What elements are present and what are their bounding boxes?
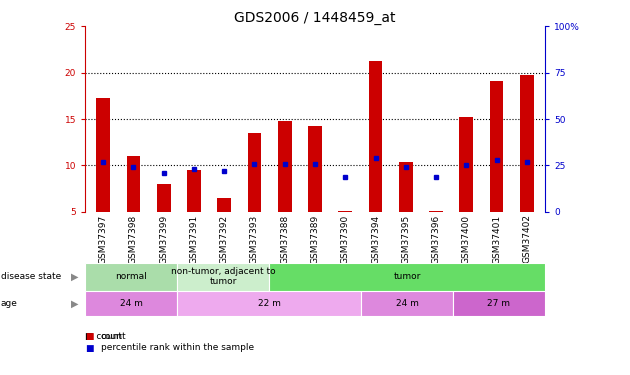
- Text: ▶: ▶: [71, 272, 79, 282]
- Bar: [399, 162, 413, 212]
- Text: 24 m: 24 m: [120, 299, 142, 308]
- Bar: [187, 170, 201, 212]
- Bar: [85, 262, 177, 291]
- Bar: [490, 81, 503, 212]
- Text: GSM37402: GSM37402: [522, 214, 531, 263]
- Bar: [361, 291, 453, 316]
- Text: normal: normal: [115, 272, 147, 281]
- Bar: [520, 75, 534, 212]
- Text: GSM37390: GSM37390: [341, 214, 350, 264]
- Text: GSM37401: GSM37401: [492, 214, 501, 264]
- Text: GSM37389: GSM37389: [311, 214, 319, 264]
- Bar: [96, 98, 110, 212]
- Bar: [369, 61, 382, 212]
- Text: GSM37392: GSM37392: [220, 214, 229, 264]
- Bar: [308, 126, 322, 212]
- Bar: [177, 262, 269, 291]
- Bar: [459, 117, 473, 212]
- Text: GSM37396: GSM37396: [432, 214, 440, 264]
- Text: GSM37397: GSM37397: [99, 214, 108, 264]
- Bar: [278, 121, 292, 212]
- Text: GSM37395: GSM37395: [401, 214, 410, 264]
- Text: GSM37399: GSM37399: [159, 214, 168, 264]
- Text: GSM37393: GSM37393: [250, 214, 259, 264]
- Text: GSM37388: GSM37388: [280, 214, 289, 264]
- Text: 22 m: 22 m: [258, 299, 280, 308]
- Bar: [127, 156, 140, 212]
- Bar: [269, 262, 545, 291]
- Text: ■: ■: [85, 332, 93, 341]
- Bar: [429, 211, 443, 212]
- Bar: [85, 291, 177, 316]
- Bar: [177, 291, 361, 316]
- Text: 24 m: 24 m: [396, 299, 418, 308]
- Bar: [217, 198, 231, 212]
- Bar: [338, 211, 352, 212]
- Text: GSM37391: GSM37391: [190, 214, 198, 264]
- Text: GSM37394: GSM37394: [371, 214, 380, 264]
- Text: disease state: disease state: [1, 272, 61, 281]
- Text: age: age: [1, 299, 18, 308]
- Bar: [157, 184, 171, 212]
- Text: GSM37400: GSM37400: [462, 214, 471, 264]
- Bar: [453, 291, 545, 316]
- Bar: [248, 133, 261, 212]
- Text: ■ count: ■ count: [85, 332, 122, 341]
- Text: non-tumor, adjacent to
tumor: non-tumor, adjacent to tumor: [171, 267, 275, 286]
- Text: 27 m: 27 m: [488, 299, 510, 308]
- Text: GSM37398: GSM37398: [129, 214, 138, 264]
- Title: GDS2006 / 1448459_at: GDS2006 / 1448459_at: [234, 11, 396, 25]
- Text: ■: ■: [85, 344, 93, 352]
- Text: tumor: tumor: [393, 272, 421, 281]
- Text: percentile rank within the sample: percentile rank within the sample: [101, 344, 254, 352]
- Text: ▶: ▶: [71, 298, 79, 308]
- Text: count: count: [101, 332, 127, 341]
